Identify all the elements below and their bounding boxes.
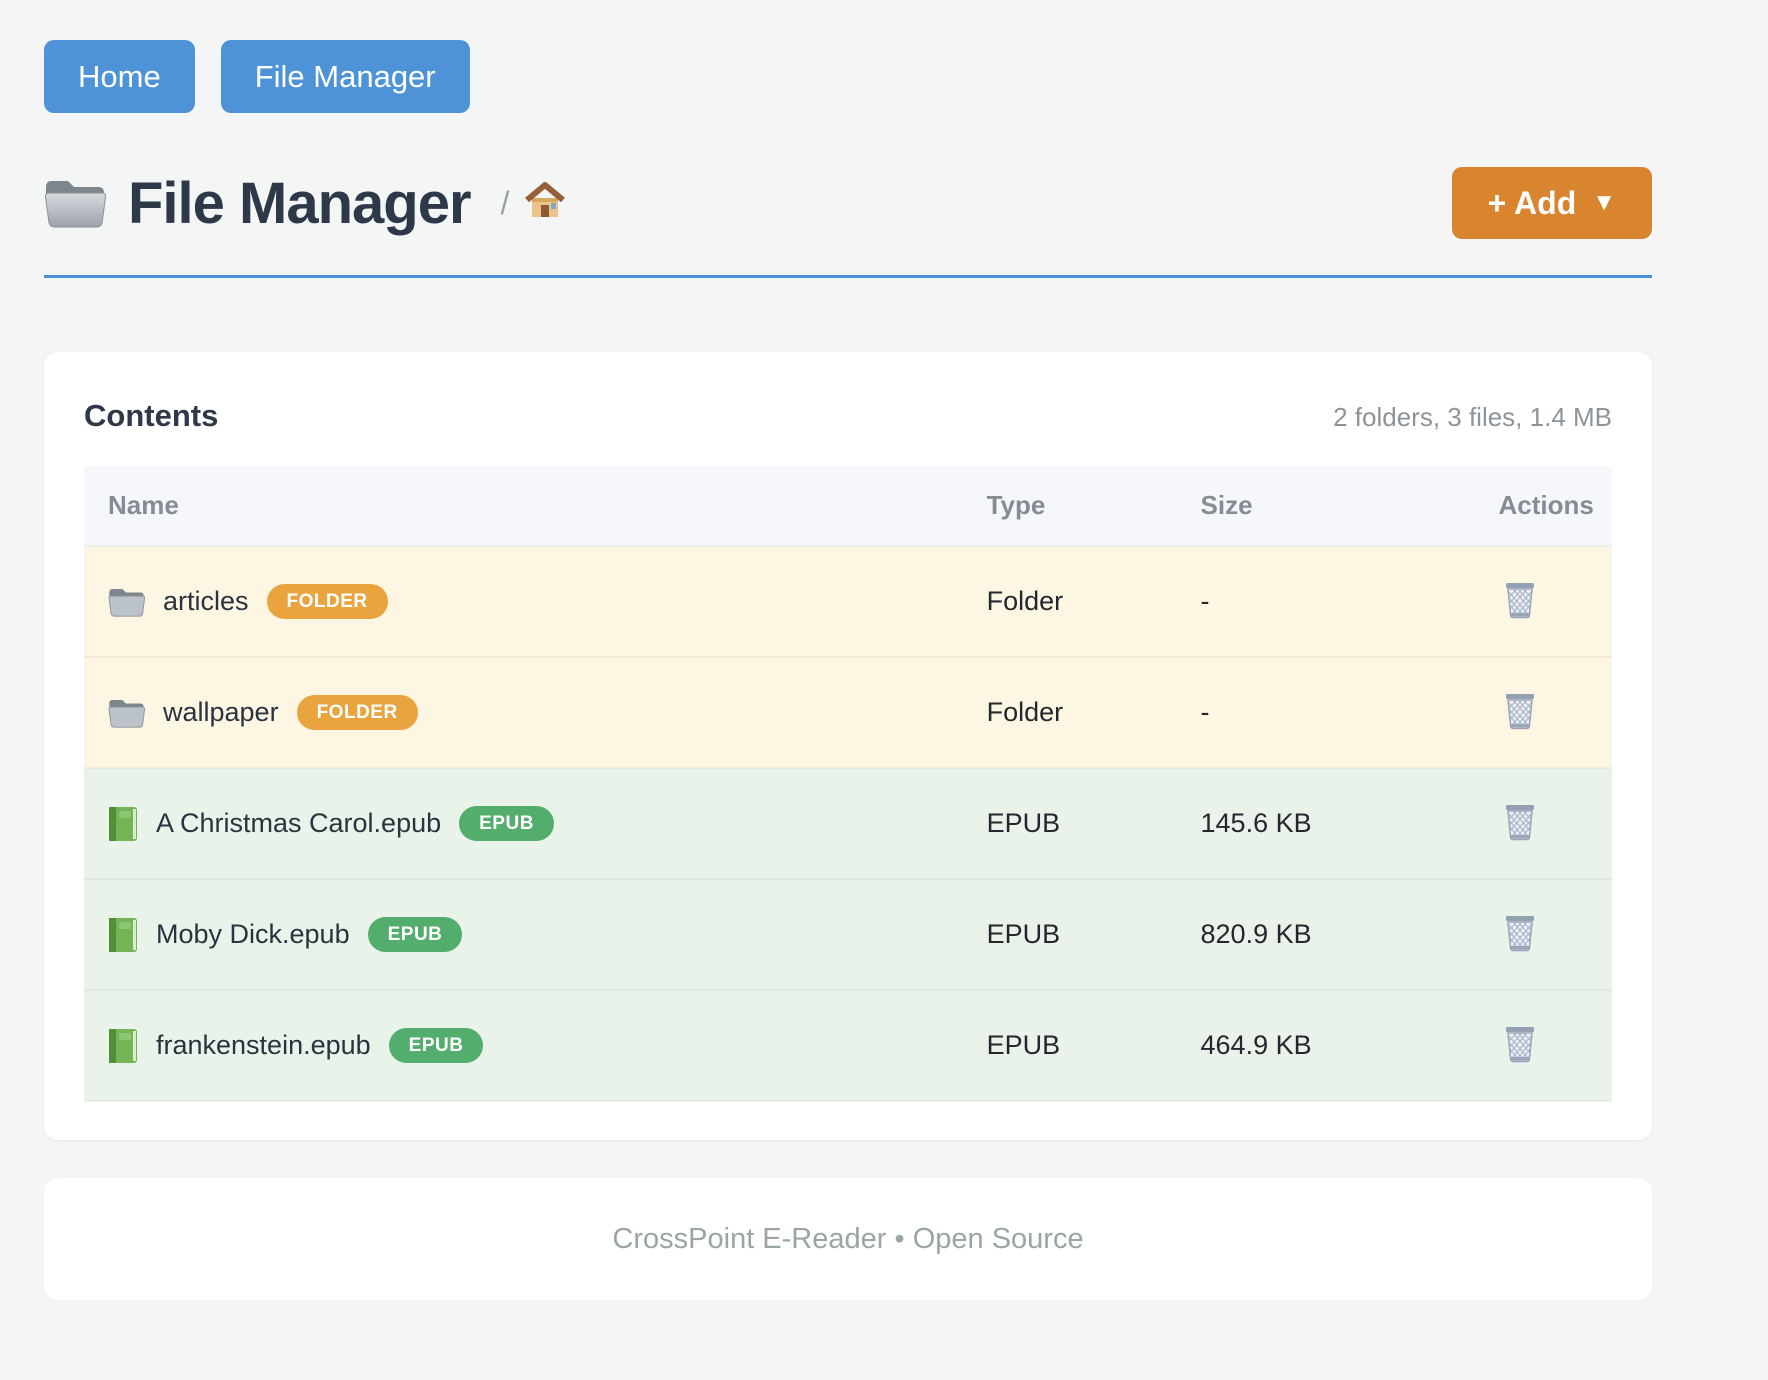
size-cell: 145.6 KB: [1176, 768, 1475, 880]
contents-card-header: Contents 2 folders, 3 files, 1.4 MB: [84, 398, 1612, 434]
delete-button[interactable]: [1498, 687, 1542, 735]
actions-cell: [1474, 657, 1612, 769]
home-icon[interactable]: [523, 181, 567, 226]
folder-icon: [44, 176, 106, 230]
footer-card: CrossPoint E-Reader • Open Source: [44, 1178, 1652, 1300]
book-icon: [108, 1028, 138, 1064]
breadcrumb: /: [501, 181, 568, 226]
top-nav: Home File Manager: [44, 40, 1652, 113]
nav-home-button[interactable]: Home: [44, 40, 195, 113]
column-header-size: Size: [1176, 466, 1475, 547]
trash-icon: [1502, 694, 1538, 734]
header-divider: [44, 275, 1652, 278]
title-group: File Manager /: [44, 170, 567, 237]
add-button-label: + Add: [1487, 185, 1577, 221]
contents-card: Contents 2 folders, 3 files, 1.4 MB Name…: [44, 352, 1652, 1140]
contents-title: Contents: [84, 398, 219, 433]
table-row[interactable]: frankenstein.epub EPUB EPUB 464.9 KB: [84, 990, 1612, 1102]
delete-button[interactable]: [1498, 576, 1542, 624]
name-cell: frankenstein.epub EPUB: [84, 990, 963, 1102]
add-button[interactable]: + Add ▼: [1451, 167, 1652, 239]
delete-button[interactable]: [1498, 1020, 1542, 1068]
type-badge: FOLDER: [296, 695, 418, 730]
actions-cell: [1474, 768, 1612, 880]
column-header-type: Type: [962, 466, 1177, 547]
table-row[interactable]: Moby Dick.epub EPUB EPUB 820.9 KB: [84, 879, 1612, 991]
name-cell: A Christmas Carol.epub EPUB: [84, 768, 963, 880]
type-badge: FOLDER: [266, 584, 388, 619]
file-name[interactable]: articles: [163, 586, 249, 616]
page-header: File Manager / + Add ▼: [44, 167, 1652, 239]
page-title: File Manager: [128, 170, 472, 236]
size-cell: 820.9 KB: [1176, 879, 1475, 991]
delete-button[interactable]: [1498, 798, 1542, 846]
type-cell: EPUB: [962, 990, 1177, 1102]
type-badge: EPUB: [367, 917, 463, 952]
name-cell: articles FOLDER: [84, 546, 963, 658]
type-cell: Folder: [962, 657, 1177, 769]
name-cell: wallpaper FOLDER: [84, 657, 963, 769]
file-table-body: articles FOLDER Folder -: [84, 546, 1612, 1102]
breadcrumb-separator: /: [500, 184, 510, 221]
file-name[interactable]: wallpaper: [163, 697, 279, 727]
table-header-row: Name Type Size Actions: [84, 466, 1612, 547]
book-icon: [108, 806, 138, 842]
nav-file-manager-button[interactable]: File Manager: [220, 40, 470, 113]
actions-cell: [1474, 879, 1612, 991]
book-icon: [108, 917, 138, 953]
type-badge: EPUB: [459, 806, 554, 841]
trash-icon: [1502, 916, 1538, 956]
table-row[interactable]: wallpaper FOLDER Folder -: [84, 657, 1612, 769]
trash-icon: [1502, 583, 1538, 623]
type-cell: Folder: [962, 546, 1177, 658]
table-row[interactable]: articles FOLDER Folder -: [84, 546, 1612, 658]
actions-cell: [1474, 990, 1612, 1102]
size-cell: 464.9 KB: [1176, 990, 1475, 1102]
footer-text: CrossPoint E-Reader • Open Source: [612, 1222, 1084, 1255]
column-header-name: Name: [84, 466, 963, 547]
name-cell: Moby Dick.epub EPUB: [84, 879, 963, 991]
folder-icon: [108, 697, 145, 729]
type-badge: EPUB: [388, 1028, 484, 1063]
type-cell: EPUB: [962, 768, 1177, 880]
chevron-down-icon: ▼: [1592, 189, 1616, 216]
trash-icon: [1502, 805, 1538, 845]
actions-cell: [1474, 546, 1612, 658]
file-name[interactable]: frankenstein.epub: [156, 1030, 371, 1060]
type-cell: EPUB: [962, 879, 1177, 991]
file-name[interactable]: Moby Dick.epub: [156, 919, 350, 949]
table-row[interactable]: A Christmas Carol.epub EPUB EPUB 145.6 K…: [84, 768, 1612, 880]
file-table: Name Type Size Actions articles FOLDER: [84, 466, 1612, 1102]
trash-icon: [1502, 1027, 1538, 1067]
contents-summary: 2 folders, 3 files, 1.4 MB: [1333, 402, 1612, 432]
size-cell: -: [1176, 546, 1475, 658]
column-header-actions: Actions: [1474, 466, 1612, 547]
folder-icon: [108, 586, 145, 618]
page-container: Home File Manager File Manager /: [44, 0, 1652, 1300]
delete-button[interactable]: [1498, 909, 1542, 957]
file-name[interactable]: A Christmas Carol.epub: [156, 808, 442, 838]
size-cell: -: [1176, 657, 1475, 769]
